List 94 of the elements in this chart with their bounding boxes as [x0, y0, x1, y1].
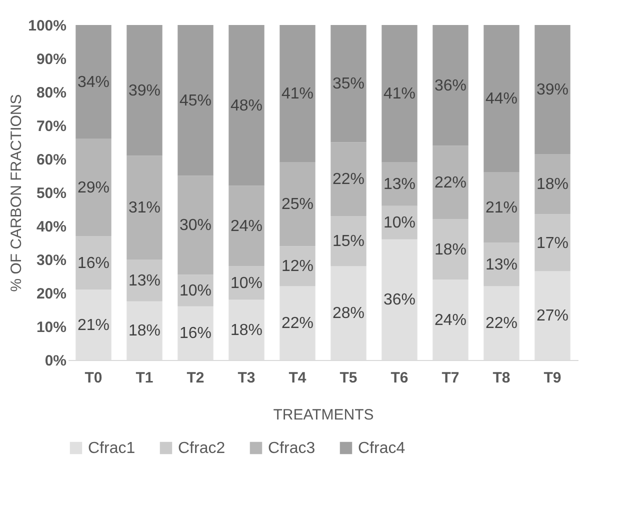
- x-tick-label: T4: [288, 370, 307, 386]
- bar: [534, 154, 570, 214]
- x-tick-label: T7: [442, 370, 460, 386]
- data-label: 25%: [281, 196, 314, 214]
- y-tick-label: 0%: [44, 352, 66, 370]
- data-label: 22%: [434, 174, 467, 192]
- data-label: 41%: [281, 86, 314, 103]
- bar: [382, 25, 418, 162]
- bar: [432, 146, 468, 220]
- y-tick-label: 100%: [28, 18, 66, 34]
- data-label: 39%: [128, 82, 161, 100]
- bar: [432, 25, 468, 146]
- bar: [76, 236, 112, 290]
- bar: [280, 246, 316, 286]
- data-label: 21%: [485, 200, 518, 217]
- data-label: 24%: [434, 312, 467, 329]
- data-label: 36%: [383, 292, 416, 309]
- bar: [126, 25, 162, 156]
- data-label: 17%: [536, 234, 569, 252]
- bar: [330, 142, 366, 216]
- data-label: 48%: [230, 97, 263, 114]
- data-label: 15%: [332, 233, 365, 250]
- bar: [76, 25, 112, 139]
- legend-label: Cfrac2: [178, 440, 226, 457]
- data-label: 21%: [77, 316, 110, 334]
- bar: [330, 25, 366, 142]
- legend-label: Cfrac3: [268, 440, 316, 457]
- data-label: 12%: [281, 258, 314, 276]
- data-label: 10%: [179, 282, 212, 300]
- data-label: 45%: [179, 92, 212, 110]
- data-label: 13%: [383, 176, 416, 194]
- data-label: 29%: [77, 179, 110, 196]
- legend-label: Cfrac4: [358, 440, 406, 457]
- bar: [534, 25, 570, 154]
- legend-label: Cfrac1: [88, 440, 136, 457]
- x-axis-title: TREATMENTS: [273, 406, 374, 424]
- y-tick-label: 10%: [36, 319, 66, 336]
- x-tick-label: T3: [238, 370, 256, 386]
- bar: [228, 25, 264, 186]
- data-label: 39%: [536, 81, 569, 98]
- y-tick-label: 40%: [36, 218, 66, 236]
- bar: [178, 176, 214, 275]
- bar: [534, 214, 570, 272]
- y-tick-label: 70%: [36, 118, 66, 135]
- data-label: 30%: [179, 217, 212, 234]
- y-tick-label: 20%: [36, 286, 66, 302]
- data-label: 34%: [77, 74, 110, 91]
- data-label: 18%: [536, 176, 569, 194]
- data-label: 27%: [536, 308, 569, 325]
- data-label: 41%: [383, 86, 416, 103]
- bar: [280, 25, 316, 162]
- data-label: 10%: [383, 214, 416, 232]
- bar: [484, 25, 520, 172]
- y-tick-label: 50%: [36, 185, 66, 202]
- bar: [330, 216, 366, 266]
- bar: [484, 172, 520, 243]
- data-label: 18%: [128, 322, 161, 340]
- data-label: 35%: [332, 76, 365, 93]
- y-tick-label: 90%: [36, 51, 66, 68]
- y-tick-label: 80%: [36, 84, 66, 102]
- bar: [126, 260, 162, 302]
- bar: [228, 186, 264, 266]
- x-tick-label: T9: [544, 370, 562, 386]
- data-label: 18%: [230, 322, 263, 339]
- bar: [432, 219, 468, 280]
- data-label: 13%: [128, 272, 161, 290]
- data-label: 22%: [332, 171, 365, 188]
- data-label: 22%: [281, 315, 314, 332]
- data-label: 24%: [230, 218, 263, 235]
- y-tick-label: 60%: [36, 152, 66, 168]
- data-label: 44%: [485, 90, 518, 108]
- x-tick-label: T5: [340, 370, 358, 386]
- data-label: 28%: [332, 305, 365, 322]
- data-label: 18%: [434, 241, 467, 258]
- x-tick-label: T6: [390, 370, 408, 386]
- data-label: 36%: [434, 77, 467, 94]
- bar: [126, 156, 162, 260]
- bar: [178, 25, 214, 176]
- x-tick-label: T0: [84, 370, 102, 386]
- bar: [76, 138, 112, 236]
- x-tick-label: T2: [186, 370, 204, 386]
- bar: [280, 162, 316, 246]
- bar: [382, 162, 418, 206]
- x-tick-label: T8: [492, 370, 510, 386]
- data-label: 22%: [485, 315, 518, 332]
- data-label: 10%: [230, 274, 263, 292]
- data-label: 16%: [179, 325, 212, 342]
- y-axis-title: % OF CARBON FRACTIONS: [8, 94, 26, 292]
- x-tick-label: T1: [136, 370, 154, 386]
- data-label: 31%: [128, 200, 161, 217]
- data-label: 13%: [485, 256, 518, 274]
- data-label: 16%: [77, 254, 110, 272]
- y-tick-label: 30%: [36, 252, 66, 269]
- bar: [484, 242, 520, 286]
